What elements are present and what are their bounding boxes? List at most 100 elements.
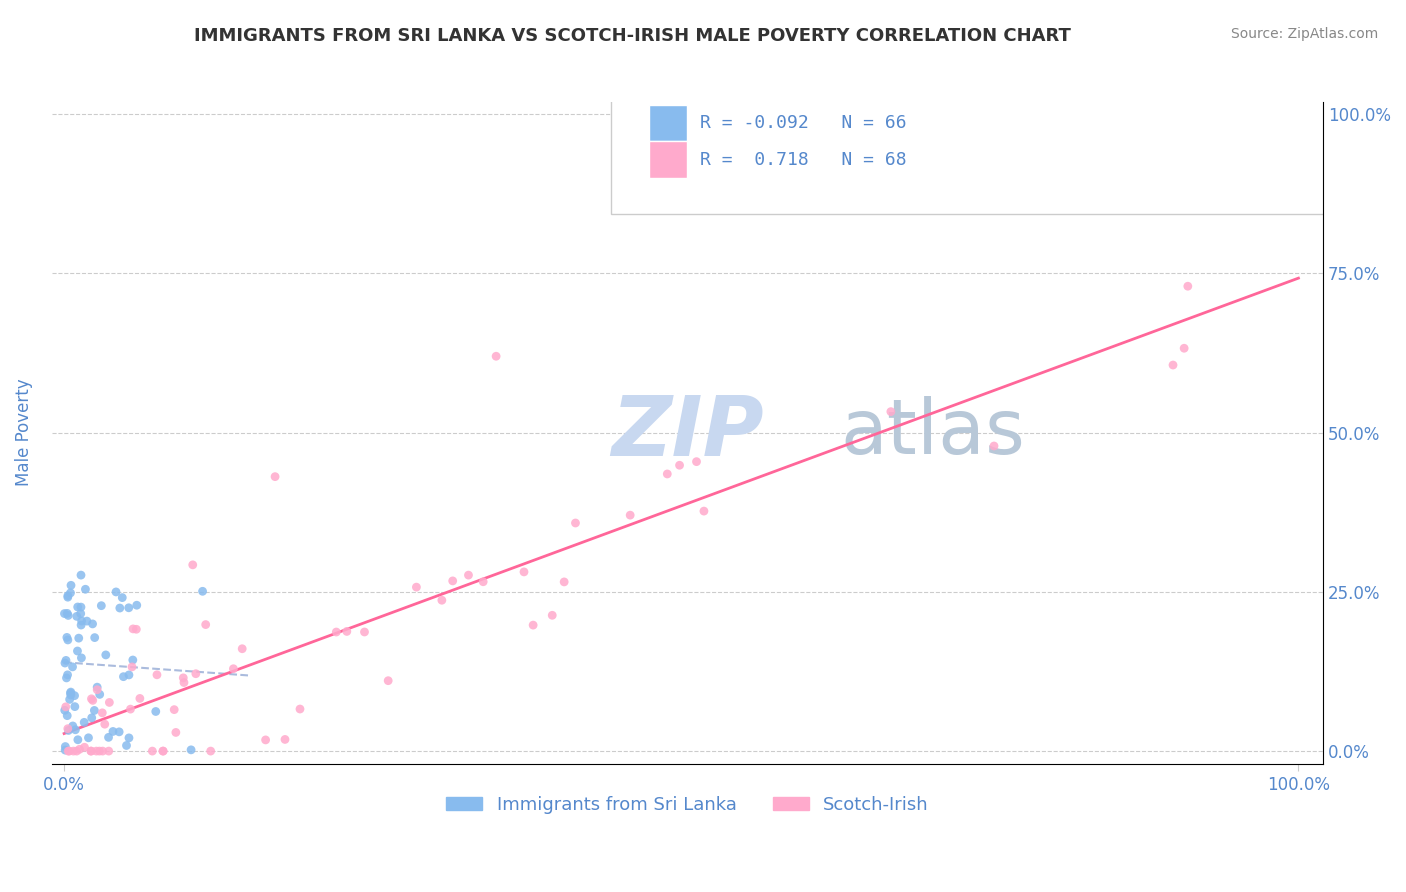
- Point: [56, 708, 79, 723]
- Point: [457, 568, 479, 582]
- Point: [60, 578, 83, 592]
- Point: [76, 614, 98, 628]
- Point: [66, 744, 89, 758]
- Point: [70, 618, 93, 632]
- Point: [254, 732, 277, 747]
- Point: [58, 723, 80, 738]
- Point: [56, 668, 79, 682]
- Point: [70, 651, 93, 665]
- Point: [325, 625, 347, 640]
- Text: IMMIGRANTS FROM SRI LANKA VS SCOTCH-IRISH MALE POVERTY CORRELATION CHART: IMMIGRANTS FROM SRI LANKA VS SCOTCH-IRIS…: [194, 27, 1071, 45]
- Point: [56, 722, 79, 736]
- Point: [1173, 341, 1195, 355]
- Point: [73, 740, 96, 755]
- Point: [53, 656, 76, 670]
- Point: [619, 508, 641, 523]
- Point: [98, 695, 121, 709]
- Point: [63, 689, 86, 703]
- Point: [1161, 358, 1184, 372]
- Point: [377, 673, 399, 688]
- Point: [657, 467, 679, 481]
- Point: [83, 703, 105, 717]
- Point: [70, 614, 93, 628]
- Point: [152, 744, 174, 758]
- Point: [172, 671, 194, 685]
- Point: [66, 599, 89, 614]
- Point: [152, 744, 174, 758]
- Text: R =  0.718   N = 68: R = 0.718 N = 68: [700, 151, 907, 169]
- Point: [56, 607, 79, 621]
- Point: [59, 685, 82, 699]
- Text: atlas: atlas: [839, 396, 1025, 470]
- Point: [880, 404, 903, 418]
- Point: [53, 743, 76, 757]
- Point: [56, 590, 79, 604]
- Point: [194, 617, 217, 632]
- Point: [56, 589, 79, 603]
- Point: [441, 574, 464, 588]
- Point: [180, 743, 202, 757]
- Point: [115, 739, 138, 753]
- Point: [59, 686, 82, 700]
- Point: [59, 688, 82, 702]
- Point: [336, 624, 359, 639]
- Point: [97, 744, 120, 758]
- Point: [80, 691, 103, 706]
- Point: [82, 693, 104, 707]
- Point: [58, 744, 80, 758]
- Point: [405, 580, 427, 594]
- Point: [128, 691, 150, 706]
- Point: [58, 608, 80, 623]
- Point: [191, 584, 214, 599]
- Point: [522, 618, 544, 632]
- Point: [181, 558, 204, 572]
- Point: [668, 458, 690, 473]
- Point: [55, 671, 77, 685]
- Point: [146, 668, 169, 682]
- Point: [90, 599, 112, 613]
- Point: [108, 601, 131, 615]
- Point: [83, 631, 105, 645]
- Point: [56, 631, 79, 645]
- Point: [101, 724, 124, 739]
- Point: [94, 648, 117, 662]
- Point: [91, 744, 114, 758]
- Point: [80, 711, 103, 725]
- Point: [541, 608, 564, 623]
- Text: Source: ZipAtlas.com: Source: ZipAtlas.com: [1230, 27, 1378, 41]
- Point: [485, 349, 508, 363]
- Point: [200, 744, 222, 758]
- Point: [53, 607, 76, 621]
- Point: [73, 715, 96, 730]
- Point: [430, 593, 453, 607]
- Point: [62, 719, 84, 733]
- Point: [120, 702, 142, 716]
- Point: [983, 439, 1005, 453]
- FancyBboxPatch shape: [612, 88, 1361, 214]
- Point: [53, 703, 76, 717]
- Point: [125, 622, 148, 636]
- Point: [231, 641, 253, 656]
- Point: [62, 744, 84, 758]
- Point: [94, 717, 117, 731]
- Point: [63, 699, 86, 714]
- Point: [82, 616, 104, 631]
- Point: [77, 731, 100, 745]
- Point: [122, 622, 145, 636]
- Point: [553, 574, 575, 589]
- Point: [86, 682, 108, 697]
- Point: [564, 516, 586, 530]
- Point: [70, 568, 93, 582]
- Point: [141, 744, 163, 758]
- Point: [121, 653, 143, 667]
- Point: [353, 624, 375, 639]
- Point: [173, 675, 195, 690]
- Point: [53, 739, 76, 754]
- Point: [184, 666, 207, 681]
- Point: [59, 692, 82, 706]
- Point: [55, 653, 77, 667]
- Point: [685, 455, 707, 469]
- Legend: Immigrants from Sri Lanka, Scotch-Irish: Immigrants from Sri Lanka, Scotch-Irish: [439, 789, 936, 821]
- Text: R = -0.092   N = 66: R = -0.092 N = 66: [700, 114, 907, 132]
- Point: [89, 744, 111, 758]
